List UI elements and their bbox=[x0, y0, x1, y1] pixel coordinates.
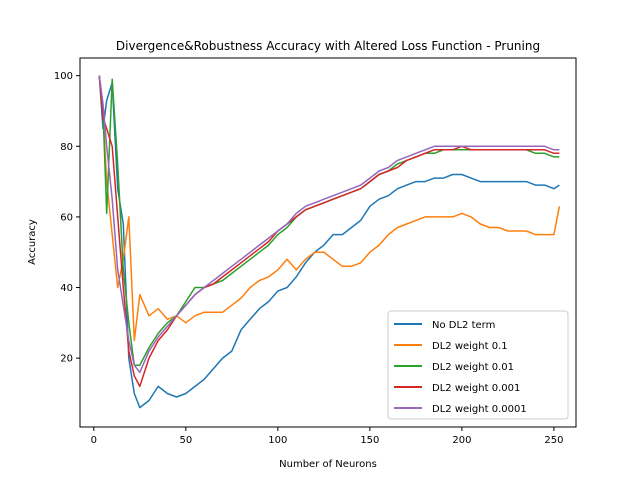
x-tick-label: 250 bbox=[544, 435, 563, 446]
plot-frame bbox=[79, 57, 577, 428]
y-tick-label: 40 bbox=[60, 283, 73, 294]
y-tick-label: 80 bbox=[60, 142, 73, 153]
x-tick-label: 200 bbox=[452, 435, 471, 446]
y-tick-label: 60 bbox=[60, 212, 73, 223]
legend-box bbox=[387, 310, 569, 420]
y-axis-label: Accuracy bbox=[27, 219, 38, 265]
series-line-2 bbox=[98, 75, 561, 342]
y-axis: 20 40 60 80 100 bbox=[54, 71, 80, 365]
x-axis: 0 50 100 150 200 250 bbox=[91, 427, 563, 446]
series-line-5 bbox=[98, 75, 560, 374]
chart-title: Divergence&Robustness Accuracy with Alte… bbox=[116, 39, 540, 53]
legend-label-1: No DL2 term bbox=[432, 320, 495, 331]
plot-area bbox=[98, 75, 561, 409]
legend-label-3: DL2 weight 0.01 bbox=[432, 362, 514, 373]
y-tick-label: 20 bbox=[60, 354, 73, 365]
legend-label-5: DL2 weight 0.0001 bbox=[432, 404, 527, 415]
y-tick-label: 100 bbox=[54, 71, 73, 82]
x-tick-label: 100 bbox=[268, 435, 287, 446]
x-axis-label: Number of Neurons bbox=[279, 459, 377, 470]
x-tick-label: 150 bbox=[360, 435, 379, 446]
legend: No DL2 term DL2 weight 0.1 DL2 weight 0.01… bbox=[387, 310, 569, 420]
legend-label-4: DL2 weight 0.001 bbox=[432, 383, 520, 394]
x-tick-label: 0 bbox=[91, 435, 97, 446]
series-line-4 bbox=[98, 75, 560, 388]
legend-label-2: DL2 weight 0.1 bbox=[432, 341, 508, 352]
x-tick-label: 50 bbox=[179, 435, 192, 446]
